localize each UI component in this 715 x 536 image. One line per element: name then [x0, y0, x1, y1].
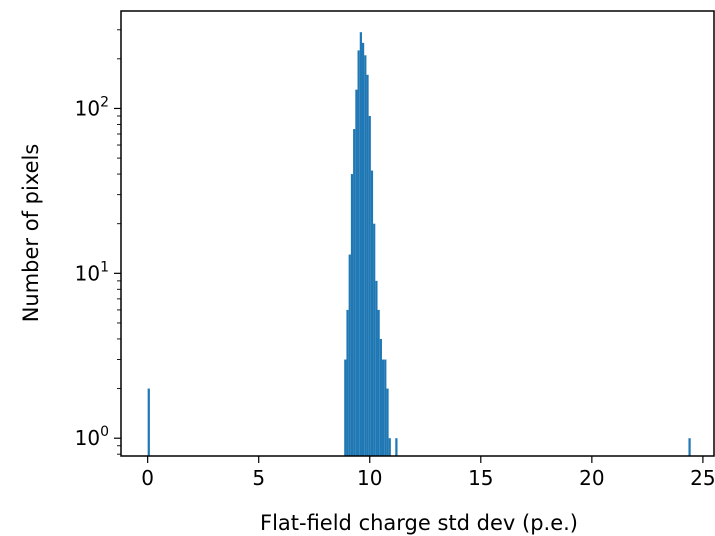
x-tick-label: 5: [252, 466, 265, 490]
histogram-bar: [370, 170, 374, 457]
histogram-bar: [377, 309, 380, 456]
plot-frame: [120, 10, 715, 457]
x-tick-label: 0: [141, 466, 154, 490]
histogram-bar: [357, 50, 360, 457]
histogram-bar: [388, 438, 391, 456]
histogram-bar: [355, 89, 358, 457]
x-tick-label: 20: [579, 466, 604, 490]
histogram-bar: [366, 74, 369, 456]
histogram-bar: [375, 280, 378, 456]
x-tick-label: 10: [357, 466, 382, 490]
histogram-bar: [688, 438, 691, 456]
y-tick-label: 100: [75, 424, 109, 450]
x-axis-ticks: 0 5 10 15 20 25: [141, 456, 715, 490]
histogram-bar: [344, 359, 347, 456]
histogram-bar: [368, 115, 371, 456]
histogram-bar: [147, 388, 150, 456]
histogram-bar: [353, 129, 356, 457]
y-tick-label: 102: [75, 94, 109, 120]
histogram-bar: [348, 254, 351, 456]
histogram-bar: [346, 309, 349, 456]
histogram-bar: [373, 223, 376, 456]
histogram-bar: [395, 438, 398, 456]
histogram-bars: [147, 32, 691, 457]
histogram-bar: [386, 388, 389, 456]
y-tick-label: 101: [75, 259, 109, 285]
histogram-bar: [381, 359, 385, 456]
x-axis-label: Flat-field charge std dev (p.e.): [260, 511, 578, 535]
x-tick-label: 15: [468, 466, 493, 490]
histogram-bar: [359, 32, 362, 456]
histogram-bar: [361, 42, 365, 456]
histogram-bar: [384, 359, 387, 456]
y-axis-ticks: 100 101 102: [75, 29, 121, 455]
x-tick-label: 25: [690, 466, 715, 490]
histogram-bar: [379, 338, 382, 456]
y-axis-label: Number of pixels: [19, 144, 43, 323]
histogram-bar: [350, 174, 354, 456]
histogram-bar: [364, 55, 367, 456]
